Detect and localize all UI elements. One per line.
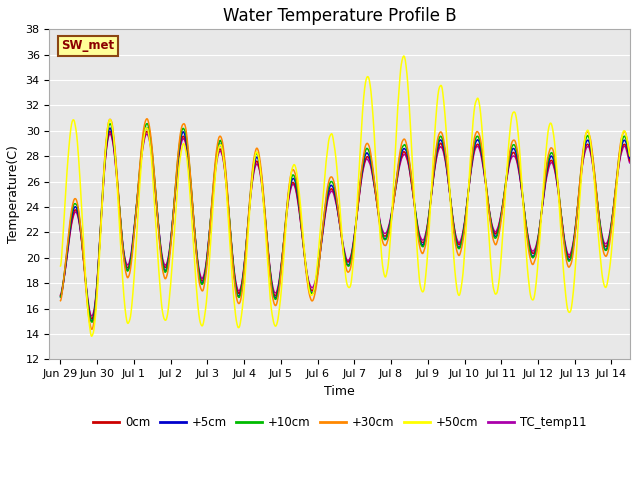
X-axis label: Time: Time	[324, 384, 355, 397]
Y-axis label: Temperature(C): Temperature(C)	[7, 145, 20, 243]
Title: Water Temperature Profile B: Water Temperature Profile B	[223, 7, 456, 25]
Legend: 0cm, +5cm, +10cm, +30cm, +50cm, TC_temp11: 0cm, +5cm, +10cm, +30cm, +50cm, TC_temp1…	[88, 411, 591, 434]
Text: SW_met: SW_met	[61, 39, 114, 52]
